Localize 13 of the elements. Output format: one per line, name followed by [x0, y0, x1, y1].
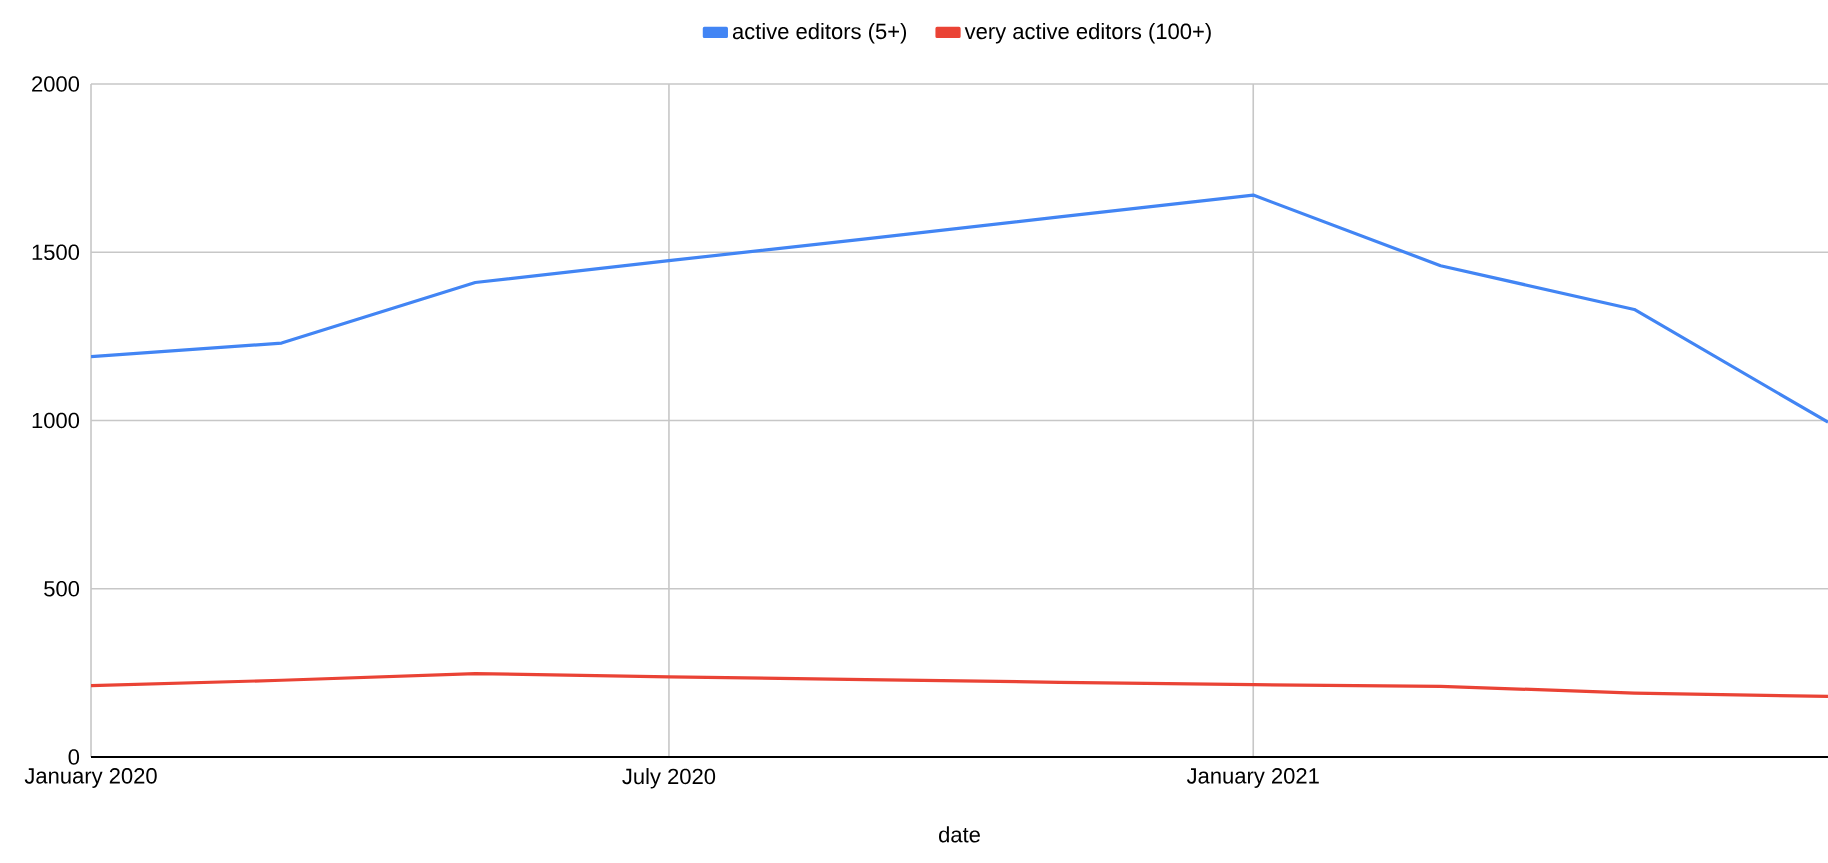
x-tick-label: July 2020 [622, 768, 716, 789]
y-tick-label: 0 [68, 749, 80, 765]
y-tick-label: 1000 [32, 412, 80, 429]
legend-label: active editors (5+) [732, 23, 907, 44]
x-tick-label: January 2020 [24, 768, 157, 788]
x-axis-title: date [939, 826, 980, 843]
x-tick-label: January 2021 [1186, 768, 1319, 788]
y-tick-label: 1500 [32, 244, 80, 261]
y-tick-label: 2000 [32, 76, 80, 92]
legend-label: very active editors (100+) [964, 23, 1211, 44]
line-series [91, 193, 1828, 424]
line-series [91, 671, 1828, 699]
y-tick-label: 500 [44, 580, 80, 597]
